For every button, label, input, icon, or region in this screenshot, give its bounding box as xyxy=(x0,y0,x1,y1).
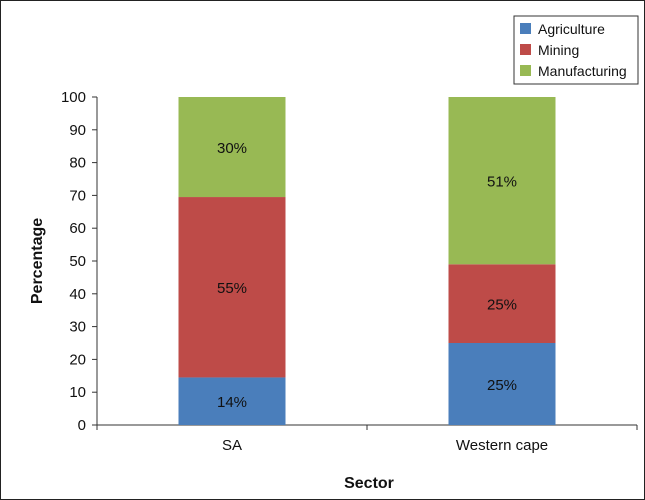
bar-segment xyxy=(448,264,556,343)
data-label: 51% xyxy=(487,174,517,191)
y-tick-label: 0 xyxy=(78,417,86,434)
axes xyxy=(96,97,637,426)
data-labels: 14% 55% 30% 25% 25% 51% xyxy=(217,140,517,411)
legend: Agriculture Mining Manufacturing xyxy=(513,15,639,85)
data-label: 14% xyxy=(217,394,247,411)
data-label: 25% xyxy=(487,377,517,394)
y-axis-ticks: 0 10 20 30 40 50 60 70 80 90 100 xyxy=(61,89,97,434)
bar-segment xyxy=(178,377,286,425)
x-tick-label: SA xyxy=(222,437,242,454)
legend-swatch xyxy=(520,44,531,55)
y-tick-label: 80 xyxy=(69,155,86,172)
y-tick-label: 90 xyxy=(69,122,86,139)
x-axis-title: Sector xyxy=(344,475,394,492)
legend-swatch xyxy=(520,65,531,76)
bar-segment xyxy=(178,197,286,378)
x-tick-label: Western cape xyxy=(456,437,548,454)
data-label: 55% xyxy=(217,280,247,297)
y-axis-title: Percentage xyxy=(29,218,46,304)
legend-swatch xyxy=(520,23,531,34)
y-tick-label: 30 xyxy=(69,319,86,336)
x-axis-ticks: SA Western cape xyxy=(96,425,638,454)
legend-label: Mining xyxy=(538,42,579,58)
y-tick-label: 100 xyxy=(61,89,86,106)
y-tick-label: 40 xyxy=(69,286,86,303)
y-tick-label: 50 xyxy=(69,253,86,270)
y-tick-label: 20 xyxy=(69,351,86,368)
bar-segment xyxy=(178,97,286,198)
legend-box xyxy=(513,15,639,85)
legend-label: Manufacturing xyxy=(538,63,627,79)
bar-segment xyxy=(448,97,556,265)
bar-segment xyxy=(448,343,556,425)
y-tick-label: 10 xyxy=(69,384,86,401)
y-tick-label: 60 xyxy=(69,220,86,237)
data-label: 30% xyxy=(217,140,247,157)
y-tick-label: 70 xyxy=(69,187,86,204)
data-label: 25% xyxy=(487,297,517,314)
legend-label: Agriculture xyxy=(538,21,605,37)
bars xyxy=(178,97,556,425)
